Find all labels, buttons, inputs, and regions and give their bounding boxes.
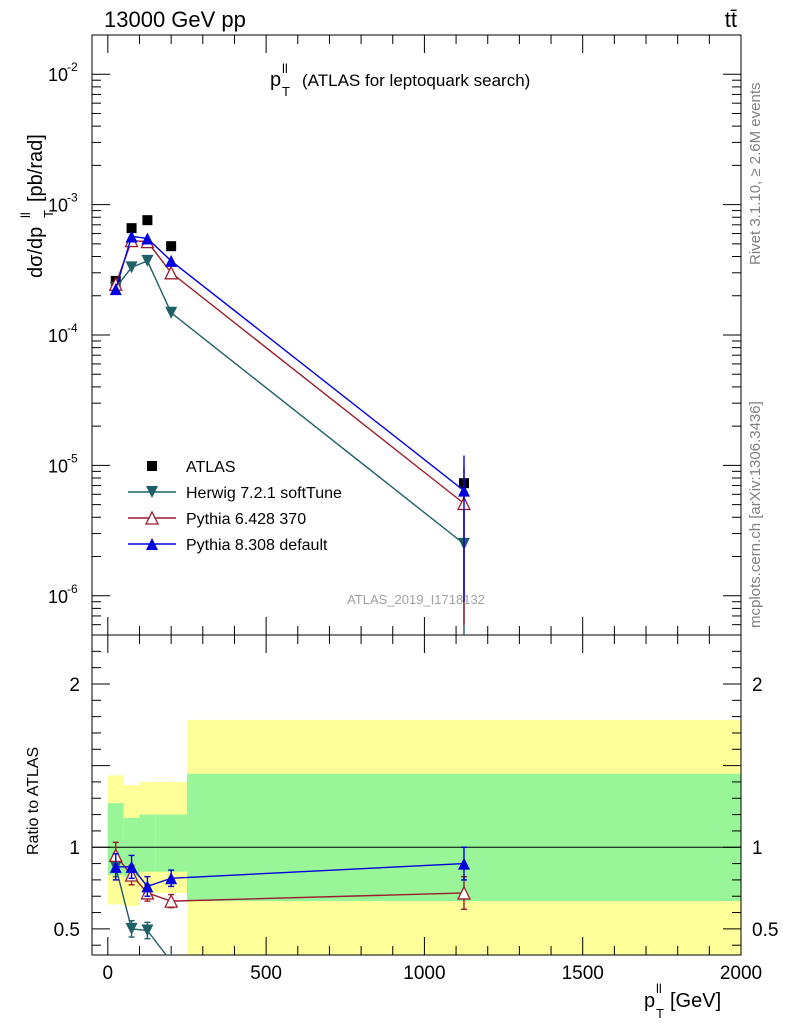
ratio-point [165,956,177,968]
data-point [164,265,179,280]
ratio-point [457,857,470,870]
ratio-y-tick-label: 1 [69,838,80,859]
legend-label: Pythia 8.308 default [186,537,328,554]
ratio-y-tick-label: 2 [69,675,80,696]
y-tick-label: 10-2 [48,60,78,85]
legend-label: ATLAS [186,459,236,476]
data-point [457,484,470,497]
ratio-y-tick-label: 0.5 [752,920,778,941]
svg-text:ll: ll [282,61,288,76]
ratio-point [141,880,154,893]
ratio-line [115,866,168,955]
svg-text:[GeV]: [GeV] [670,990,721,1012]
rivet-label: Rivet 3.1.10, ≥ 2.6M events [747,83,764,266]
ratio-panel-frame [91,634,742,956]
main-series-layer [108,215,472,635]
legend-marker [147,461,157,471]
ratio-uncertainty-bands [92,719,741,955]
ratio-point [456,885,472,900]
x-tick-label: 1500 [562,963,604,984]
data-point [109,283,122,296]
x-tick-label: 1000 [403,963,445,984]
energy-label: 13000 GeV pp [104,7,246,32]
svg-text:T: T [41,210,56,218]
svg-text:ll: ll [18,212,33,218]
ratio-point [125,860,138,873]
band-inner [139,814,156,872]
chart-title: p ll T (ATLAS for leptoquark search) [270,61,530,99]
ratio-y-tick-label: 2 [752,675,763,696]
legend-label: Herwig 7.2.1 softTune [186,485,342,502]
ratio-series-pythia-8-308-default [109,846,470,897]
ratio-point [109,860,122,873]
data-point [125,230,138,243]
y-tick-label: 10-6 [48,582,78,607]
x-tick-label: 0 [103,963,114,984]
y-tick-label-exponent: -2 [67,60,78,74]
y-tick-label: 10-4 [48,321,78,346]
ratio-point [165,872,178,885]
y-tick-label-exponent: -3 [67,191,78,205]
data-point [165,306,178,319]
series-pythia-8-308-default [109,230,470,602]
ratio-series-layer [108,841,472,968]
data-point [166,241,177,252]
data-point [141,232,154,245]
x-axis-label: p ll T [GeV] [644,981,721,1021]
legend: ATLAS Herwig 7.2.1 softTune Pythia 6.428 3… [128,459,342,554]
svg-text:(ATLAS for leptoquark search): (ATLAS for leptoquark search) [302,71,530,90]
y-tick-label-exponent: -4 [67,321,78,335]
y-tick-label-base: 10 [48,587,68,607]
svg-text:p: p [270,69,281,91]
data-point [165,254,178,267]
y-tick-label-base: 10 [48,456,68,476]
x-tick-label: 2000 [720,963,762,984]
legend-marker [146,538,158,550]
svg-text:dσ/dp: dσ/dp [25,227,47,278]
series-pythia-6-428-370 [108,233,472,625]
legend-marker [144,510,160,525]
legend-entry: ATLAS [147,459,236,476]
data-point [142,215,153,226]
y-tick-label-exponent: -6 [67,582,78,596]
y-tick-label: 10-5 [48,451,78,476]
data-point [125,261,138,274]
legend-entry: Herwig 7.2.1 softTune [128,485,342,502]
legend-marker [146,486,158,498]
data-point [126,223,137,234]
band-inner [155,814,187,872]
legend-entry: Pythia 6.428 370 [128,510,306,528]
svg-text:ll: ll [656,981,662,996]
legend-entry: Pythia 8.308 default [128,537,328,554]
y-tick-label-base: 10 [48,65,68,85]
analysis-label: ATLAS_2019_I1718132 [347,592,485,607]
y-tick-label-base: 10 [48,326,68,346]
process-label: tt̄ [725,7,737,32]
svg-text:T: T [656,1006,664,1021]
ratio-point [164,893,179,908]
y-tick-label: 10-3 [48,191,78,216]
main-y-axis-label: dσ/dp T ll [pb/rad] [18,134,56,278]
ratio-y-axis-label: Ratio to ATLAS [25,747,42,855]
legend-label: Pythia 6.428 370 [186,511,306,528]
ratio-point [141,924,154,937]
ratio-y-tick-label: 1 [752,838,763,859]
mcplots-label: mcplots.cern.ch [arXiv:1306.3436] [747,401,764,628]
svg-text:p: p [644,990,655,1012]
ratio-y-tick-label: 0.5 [54,920,80,941]
ratio-point [125,922,138,935]
svg-text:T: T [282,84,290,99]
y-tick-label-base: 10 [48,196,68,216]
svg-text:[pb/rad]: [pb/rad] [25,134,47,202]
series-line [115,239,465,505]
x-tick-label: 500 [250,963,282,984]
data-point [141,254,154,267]
y-tick-label-exponent: -5 [67,451,78,465]
series-atlas [110,215,469,489]
ratio-axis-ticks: 0 500 1000 1500 2000 0.5 0.5 1 1 2 2 [54,634,778,984]
